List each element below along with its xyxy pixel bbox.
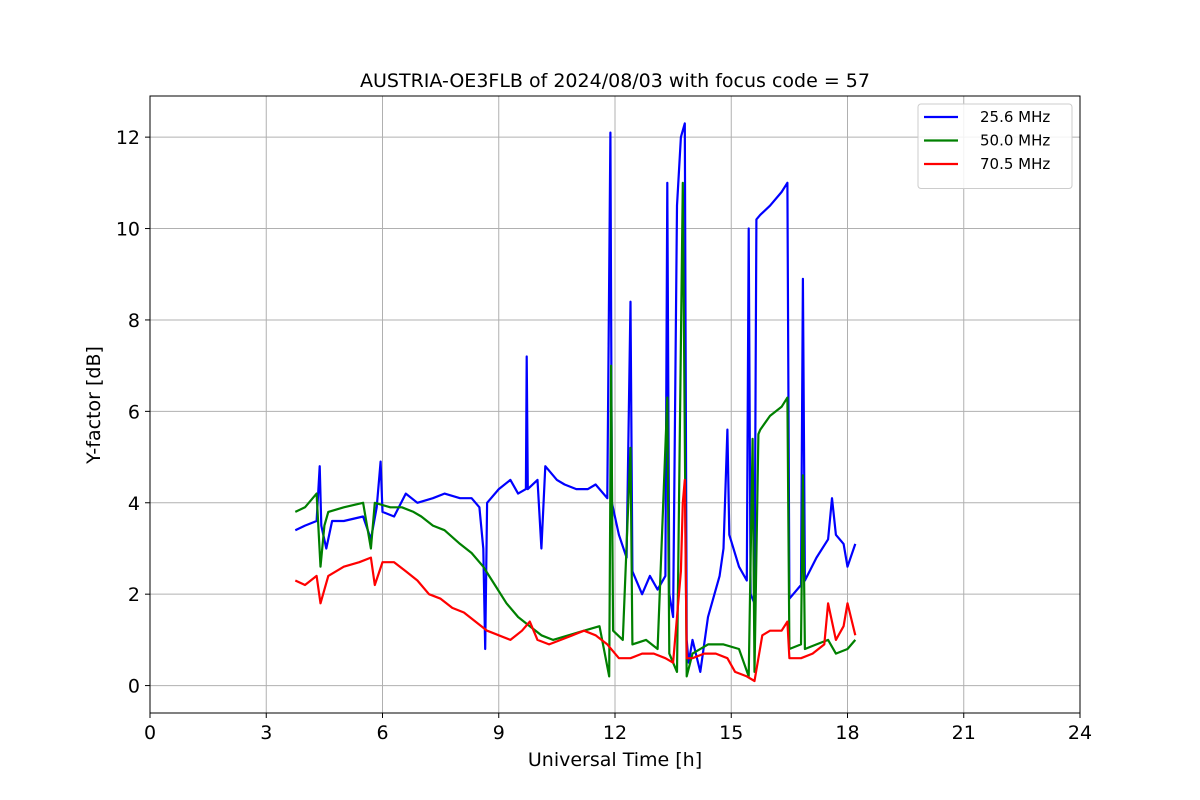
y-tick-label: 8 <box>128 310 140 332</box>
y-axis-label: Y-factor [dB] <box>83 346 105 465</box>
x-tick-label: 9 <box>493 722 505 744</box>
x-tick-label: 12 <box>603 722 627 744</box>
y-tick-label: 4 <box>128 493 140 515</box>
x-tick-label: 21 <box>952 722 976 744</box>
x-axis: 0 3 6 9 12 15 18 21 24 <box>144 713 1092 744</box>
x-tick-label: 18 <box>835 722 859 744</box>
legend-box <box>917 103 1073 189</box>
y-tick-label: 12 <box>116 127 140 149</box>
x-tick-label: 6 <box>376 722 388 744</box>
legend-label: 70.5 MHz <box>980 155 1050 173</box>
y-tick-label: 6 <box>128 401 140 423</box>
legend: 25.6 MHz 50.0 MHz 70.5 MHz <box>917 103 1073 189</box>
x-tick-label: 15 <box>719 722 743 744</box>
legend-label: 25.6 MHz <box>980 108 1050 126</box>
plot-area <box>294 122 857 683</box>
legend-label: 50.0 MHz <box>980 132 1050 150</box>
y-tick-label: 10 <box>116 219 140 241</box>
y-axis: 0 2 4 6 8 10 12 <box>116 127 150 698</box>
x-axis-label: Universal Time [h] <box>528 749 702 771</box>
series-line-25-6-mhz <box>294 122 857 673</box>
x-tick-label: 0 <box>144 722 156 744</box>
y-tick-label: 0 <box>128 676 140 698</box>
series-line-50-0-mhz <box>294 181 857 678</box>
x-tick-label: 24 <box>1068 722 1092 744</box>
series-line-70-5-mhz <box>294 478 857 683</box>
grid-lines <box>149 96 1081 713</box>
y-tick-label: 2 <box>128 584 140 606</box>
x-tick-label: 3 <box>260 722 272 744</box>
chart-title: AUSTRIA-OE3FLB of 2024/08/03 with focus … <box>360 70 870 92</box>
